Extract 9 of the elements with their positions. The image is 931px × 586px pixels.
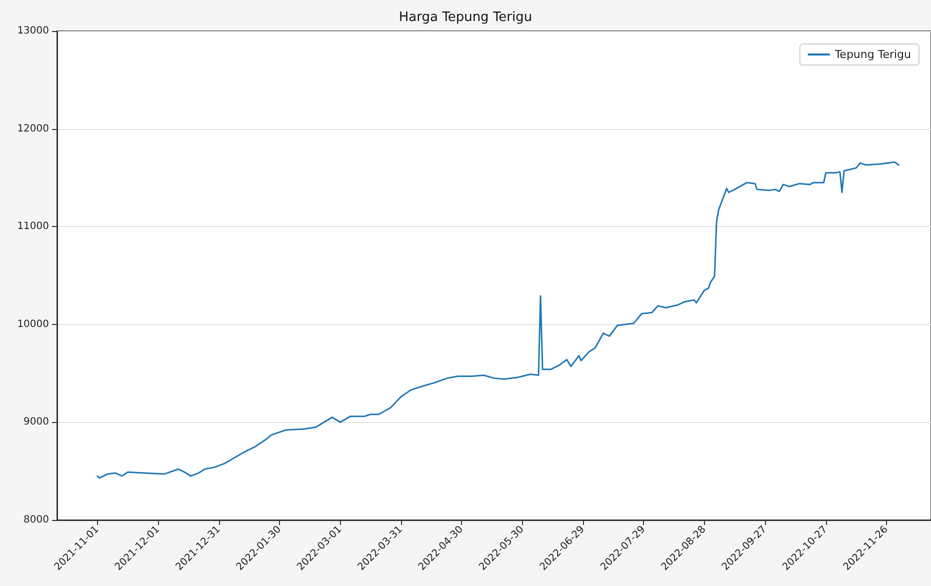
y-tick-label: 12000 bbox=[17, 123, 49, 134]
chart-title: Harga Tepung Terigu bbox=[398, 10, 532, 25]
legend-label: Tepung Terigu bbox=[834, 48, 912, 61]
y-tick-label: 10000 bbox=[17, 318, 49, 330]
y-tick-label: 13000 bbox=[17, 26, 49, 36]
y-tick-label: 11000 bbox=[17, 221, 49, 232]
line-series bbox=[96, 161, 900, 479]
y-tick-label: 9000 bbox=[24, 416, 49, 428]
y-tick-label: 8000 bbox=[24, 514, 49, 526]
